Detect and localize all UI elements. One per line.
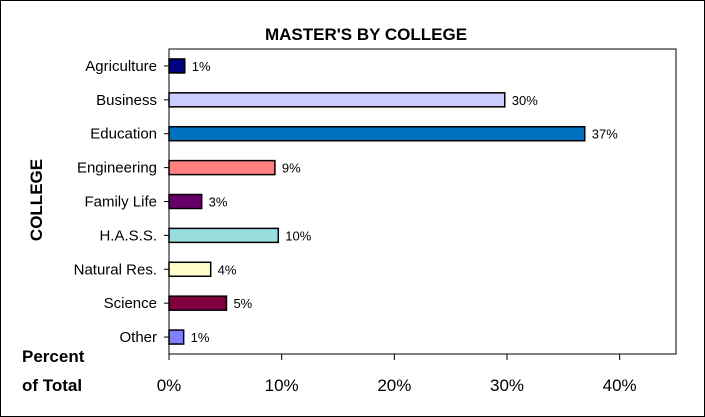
bar-business bbox=[168, 92, 506, 108]
category-label: Other bbox=[119, 329, 157, 346]
bar-h-a-s-s bbox=[168, 227, 280, 244]
data-labels: 1% 30% 37% 9% 3% 10% 4% 5% 1% bbox=[191, 59, 619, 345]
category-label: Natural Res. bbox=[74, 261, 157, 278]
bar-engineering bbox=[168, 159, 276, 176]
category-label: Family Life bbox=[84, 194, 157, 211]
bar-natural-res bbox=[168, 261, 212, 278]
data-label: 1% bbox=[192, 59, 211, 74]
x-tick-label: 20% bbox=[377, 376, 411, 395]
data-label: 37% bbox=[592, 127, 618, 142]
category-label: H.A.S.S. bbox=[99, 227, 157, 244]
data-label: 10% bbox=[285, 228, 311, 243]
x-tick-label: 10% bbox=[265, 376, 299, 395]
bar-other bbox=[168, 329, 185, 345]
data-label: 1% bbox=[191, 330, 210, 345]
category-label: Engineering bbox=[77, 160, 157, 177]
x-axis-title-line2: of Total bbox=[22, 376, 82, 395]
x-tick-label: 40% bbox=[603, 376, 637, 395]
x-tick-label: 0% bbox=[157, 376, 182, 395]
category-label: Business bbox=[96, 92, 157, 109]
data-label: 5% bbox=[233, 296, 252, 311]
bar-agriculture bbox=[168, 58, 186, 74]
x-tick-label: 30% bbox=[490, 376, 524, 395]
data-label: 4% bbox=[218, 262, 237, 277]
x-axis-ticks: 0% 10% 20% 30% 40% bbox=[157, 354, 637, 395]
bar-science bbox=[168, 295, 228, 311]
category-label: Agriculture bbox=[85, 58, 157, 75]
data-label: 9% bbox=[282, 161, 301, 176]
bar-family-life bbox=[168, 193, 203, 210]
category-labels: Agriculture Business Education Engineering F… bbox=[74, 58, 169, 346]
category-label: Science bbox=[104, 295, 157, 312]
bar-education bbox=[168, 125, 586, 142]
chart-title: MASTER'S BY COLLEGE bbox=[265, 25, 467, 44]
x-axis-title-line1: Percent bbox=[22, 347, 85, 366]
data-label: 3% bbox=[209, 195, 228, 210]
data-label: 30% bbox=[512, 93, 538, 108]
y-axis-title: COLLEGE bbox=[27, 159, 46, 241]
category-label: Education bbox=[90, 126, 157, 143]
